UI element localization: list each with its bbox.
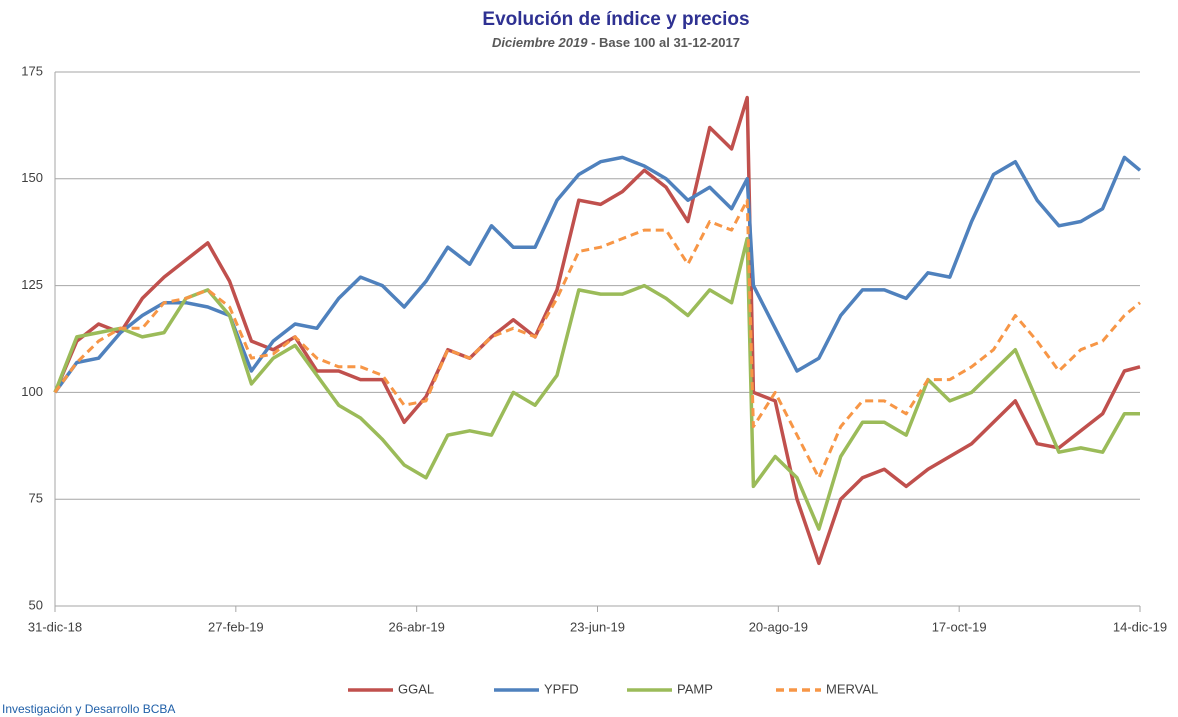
x-tick-label: 26-abr-19: [388, 619, 444, 634]
series-line: [53, 198, 1141, 480]
legend-label: PAMP: [677, 681, 713, 696]
y-tick-label: 100: [21, 384, 43, 399]
x-tick-label: 27-feb-19: [208, 619, 264, 634]
subtitle-base: - Base 100 al 31-12-2017: [591, 35, 740, 50]
x-tick-label: 14-dic-19: [1113, 619, 1167, 634]
y-tick-label: 75: [29, 491, 43, 506]
x-tick-label: 31-dic-18: [28, 619, 82, 634]
x-tick-label: 23-jun-19: [570, 619, 625, 634]
series-line: [53, 95, 1141, 566]
series-line: [53, 155, 1142, 394]
chart-title: Evolución de índice y precios: [482, 9, 749, 30]
x-tick-label: 20-ago-19: [749, 619, 808, 634]
chart-subtitle: Diciembre 2019 - Base 100 al 31-12-2017: [492, 35, 740, 50]
y-tick-label: 150: [21, 170, 43, 185]
subtitle-date: Diciembre 2019: [492, 35, 588, 50]
y-tick-label: 50: [29, 597, 43, 612]
legend-label: MERVAL: [826, 681, 878, 696]
legend-label: GGAL: [398, 681, 434, 696]
footer: Investigación y Desarrollo BCBA: [2, 702, 175, 716]
legend-label: YPFD: [544, 681, 579, 696]
y-tick-label: 175: [21, 63, 43, 78]
y-tick-label: 125: [21, 277, 43, 292]
series-line: [53, 236, 1140, 531]
x-tick-label: 17-oct-19: [932, 619, 987, 634]
